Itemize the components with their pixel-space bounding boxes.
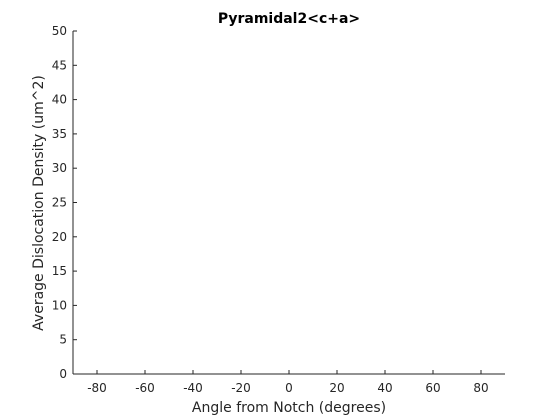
y-tick-label: 35 bbox=[52, 127, 67, 141]
y-ticks: 0 5 10 15 20 25 30 35 40 45 50 bbox=[52, 24, 77, 381]
plot-area bbox=[72, 31, 505, 375]
x-tick-label: 20 bbox=[329, 381, 344, 395]
y-tick-label: 15 bbox=[52, 264, 67, 278]
y-tick-label: 25 bbox=[52, 196, 67, 210]
chart-title: Pyramidal2<c+a> bbox=[218, 11, 360, 27]
x-tick-label: -60 bbox=[135, 381, 155, 395]
x-tick-label: -40 bbox=[183, 381, 203, 395]
x-tick-label: 0 bbox=[285, 381, 293, 395]
y-axis-label: Average Dislocation Density (um^2) bbox=[31, 75, 47, 331]
y-tick-label: 20 bbox=[52, 230, 67, 244]
x-axis-label: Angle from Notch (degrees) bbox=[192, 400, 386, 416]
y-tick-label: 5 bbox=[59, 333, 67, 347]
y-tick-label: 10 bbox=[52, 298, 67, 312]
x-tick-label: -20 bbox=[231, 381, 251, 395]
x-tick-label: 60 bbox=[425, 381, 440, 395]
y-tick-label: 50 bbox=[52, 24, 67, 38]
x-tick-label: -80 bbox=[87, 381, 107, 395]
x-tick-label: 80 bbox=[473, 381, 488, 395]
x-tick-label: 40 bbox=[377, 381, 392, 395]
y-tick-label: 40 bbox=[52, 93, 67, 107]
x-ticks: -80 -60 -40 -20 0 20 40 60 80 bbox=[87, 370, 489, 395]
y-tick-label: 0 bbox=[59, 367, 67, 381]
y-tick-label: 30 bbox=[52, 161, 67, 175]
y-tick-label: 45 bbox=[52, 58, 67, 72]
